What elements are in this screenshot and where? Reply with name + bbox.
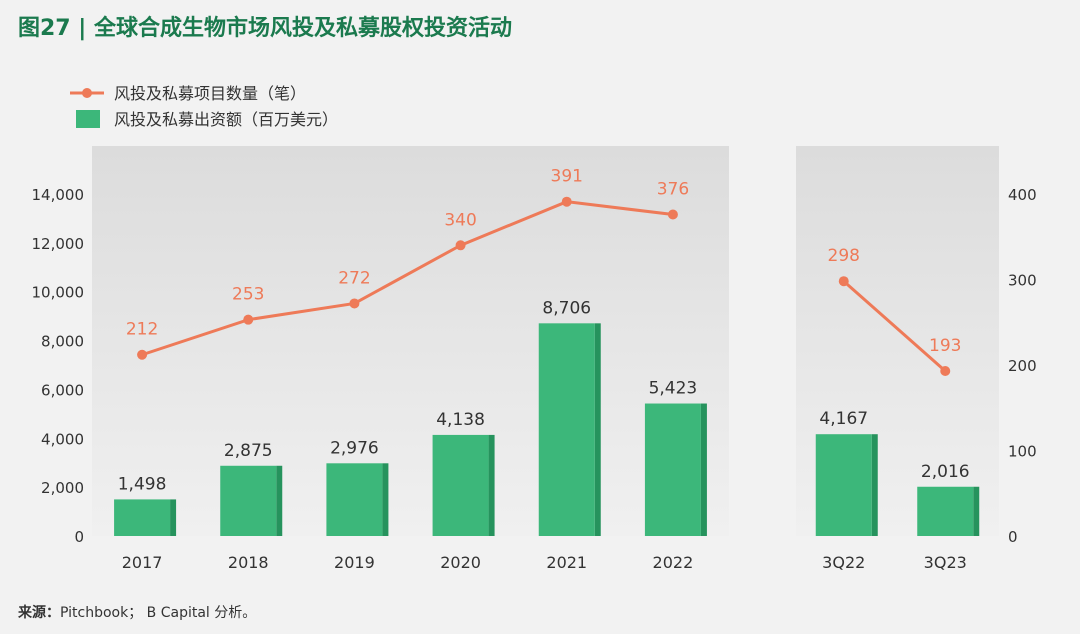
- x-tick-label: 2020: [440, 553, 481, 572]
- count-line: [842, 280, 947, 373]
- bar-value-label: 4,167: [819, 409, 868, 429]
- bar-shadow: [170, 499, 177, 536]
- count-value-label: 272: [338, 268, 370, 288]
- left-tick-label: 6,000: [41, 381, 84, 399]
- bar-value-label: 1,498: [118, 474, 167, 494]
- figure-title: 图27 | 全球合成生物市场风投及私募股权投资活动: [18, 16, 512, 41]
- count-value-label: 253: [232, 285, 264, 305]
- right-tick-label: 100: [1008, 443, 1037, 461]
- bar-series: 1,498 2,875 2,976 4,138 8,706 5,423 4,167 2,016: [114, 298, 980, 536]
- source-label: 来源：: [18, 605, 60, 621]
- bar-shadow: [973, 486, 980, 536]
- bar: [326, 463, 383, 536]
- legend: 风投及私募项目数量（笔） 风投及私募出资额（百万美元）: [70, 84, 338, 129]
- x-tick-label: 2017: [122, 553, 163, 572]
- legend-line-marker: [82, 88, 92, 98]
- right-y-axis: 0 100 200 300 400: [1008, 186, 1037, 546]
- count-point: [455, 240, 466, 251]
- count-point: [137, 349, 148, 360]
- count-value-label: 376: [657, 180, 689, 200]
- count-point: [838, 276, 849, 287]
- legend-bar-label: 风投及私募出资额（百万美元）: [114, 110, 338, 129]
- bar-shadow: [594, 323, 601, 536]
- bar-value-label: 2,016: [921, 462, 970, 482]
- bar-shadow: [276, 465, 283, 536]
- x-tick-label: 2022: [653, 553, 694, 572]
- legend-line-label: 风投及私募项目数量（笔）: [114, 84, 306, 103]
- bar-value-label: 5,423: [649, 379, 698, 399]
- bar: [114, 499, 171, 536]
- bar-value-label: 2,875: [224, 441, 273, 461]
- x-tick-label: 3Q22: [822, 553, 865, 572]
- count-point: [667, 209, 678, 220]
- bar-shadow: [700, 403, 707, 536]
- right-tick-label: 0: [1008, 528, 1018, 546]
- x-tick-label: 2018: [228, 553, 269, 572]
- left-tick-label: 10,000: [32, 284, 85, 302]
- x-tick-label: 3Q23: [924, 553, 967, 572]
- count-value-label: 391: [551, 167, 583, 187]
- right-tick-label: 400: [1008, 186, 1037, 204]
- right-tick-label: 300: [1008, 272, 1037, 290]
- bar: [917, 486, 974, 536]
- count-value-label: 212: [126, 320, 158, 340]
- bar-value-label: 8,706: [542, 298, 591, 318]
- bar: [815, 434, 872, 536]
- left-tick-label: 12,000: [32, 235, 85, 253]
- bar-value-label: 4,138: [436, 410, 485, 430]
- count-point: [349, 298, 360, 309]
- legend-bar-swatch: [76, 110, 100, 128]
- right-tick-label: 200: [1008, 357, 1037, 375]
- count-point: [940, 365, 951, 376]
- bar-value-label: 2,976: [330, 438, 379, 458]
- source-text: Pitchbook； B Capital 分析。: [60, 605, 257, 621]
- bar: [432, 434, 489, 536]
- panel-annual-background: [92, 146, 729, 536]
- left-tick-label: 2,000: [41, 479, 84, 497]
- bar: [538, 323, 595, 536]
- bar: [220, 465, 277, 536]
- source-note: 来源：Pitchbook； B Capital 分析。: [18, 602, 256, 622]
- bar-shadow: [871, 434, 878, 536]
- count-value-label: 340: [444, 210, 476, 230]
- count-line: [141, 200, 674, 357]
- left-tick-label: 0: [74, 528, 84, 546]
- x-tick-label: 2019: [334, 553, 375, 572]
- line-series: 212 253 272 340 391 376 298 193: [126, 167, 961, 376]
- left-tick-label: 8,000: [41, 333, 84, 351]
- left-tick-label: 4,000: [41, 430, 84, 448]
- left-y-axis: 0 2,000 4,000 6,000 8,000 10,000 12,000 14,000: [32, 186, 85, 546]
- count-point: [561, 196, 572, 207]
- count-value-label: 193: [929, 336, 961, 356]
- left-tick-label: 14,000: [32, 186, 85, 204]
- count-point: [243, 314, 254, 325]
- bar-shadow: [488, 434, 495, 536]
- bar-shadow: [382, 463, 389, 536]
- x-tick-label: 2021: [546, 553, 587, 572]
- bar: [644, 403, 701, 536]
- count-value-label: 298: [828, 246, 860, 266]
- x-axis: 2017 2018 2019 2020 2021 2022 3Q22 3Q23: [122, 553, 967, 572]
